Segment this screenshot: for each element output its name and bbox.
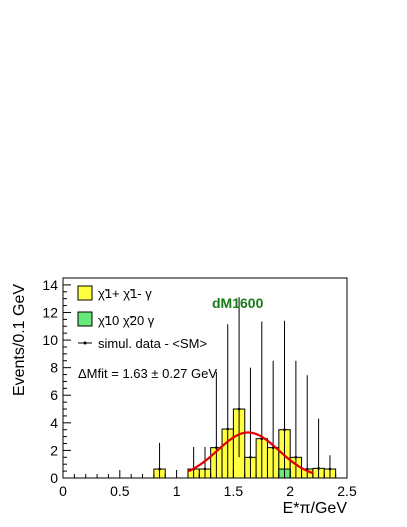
y-tick-label: 8: [50, 360, 58, 376]
y-tick-label: 4: [50, 415, 58, 431]
fit-curve-group: [187, 431, 314, 475]
fit-curve: [187, 431, 314, 475]
y-tick-label: 0: [50, 470, 58, 486]
data-point: [249, 456, 252, 459]
y-tick-label: 6: [50, 387, 58, 403]
legend-label-chargino: χ̃1+ χ̃1- γ: [98, 286, 152, 301]
legend-label-neutralino: χ̃10 χ̃20 γ: [98, 313, 155, 328]
y-tick-label: 12: [42, 304, 58, 320]
y-axis: 0 2 4 6 8 10 12 14: [42, 277, 71, 486]
x-tick-label: 0.5: [110, 483, 130, 499]
x-tick-label: 0: [59, 483, 67, 499]
data-point: [317, 467, 320, 470]
sample-label: dM1600: [212, 295, 264, 311]
data-point: [203, 467, 207, 471]
data-point: [158, 467, 161, 471]
data-point: [328, 467, 332, 471]
y-tick-label: 2: [50, 442, 58, 458]
x-tick-label: 1: [173, 483, 181, 499]
data-point: [237, 407, 241, 411]
x-axis-title: E*π/GeV: [283, 500, 348, 517]
legend-swatch-neutralino: [77, 311, 93, 327]
y-tick-label: 14: [42, 277, 58, 293]
legend-marker-data-dot: [83, 341, 87, 345]
legend-swatch-chargino: [77, 285, 93, 301]
data-error-bars: [158, 297, 332, 478]
y-axis-title: Events/0.1 GeV: [11, 284, 28, 396]
y-tick-label: 10: [42, 332, 58, 348]
histogram-bars: [153, 408, 337, 479]
legend-label-data: simul. data - <SM>: [98, 336, 207, 351]
data-point: [294, 456, 298, 459]
data-point: [215, 446, 218, 449]
fit-annotation: ΔMfit = 1.63 ± 0.27 GeV: [78, 366, 217, 381]
x-tick-label: 1.5: [224, 483, 244, 499]
data-point: [226, 427, 230, 431]
legend: χ̃1+ χ̃1- γ χ̃10 χ̃20 γ simul. data - <S…: [77, 285, 207, 351]
data-point: [283, 428, 286, 432]
x-axis: 0 0.5 1 1.5 2 2.5: [59, 470, 357, 499]
x-tick-label: 2.5: [337, 483, 357, 499]
x-tick-label: 2: [286, 483, 294, 499]
